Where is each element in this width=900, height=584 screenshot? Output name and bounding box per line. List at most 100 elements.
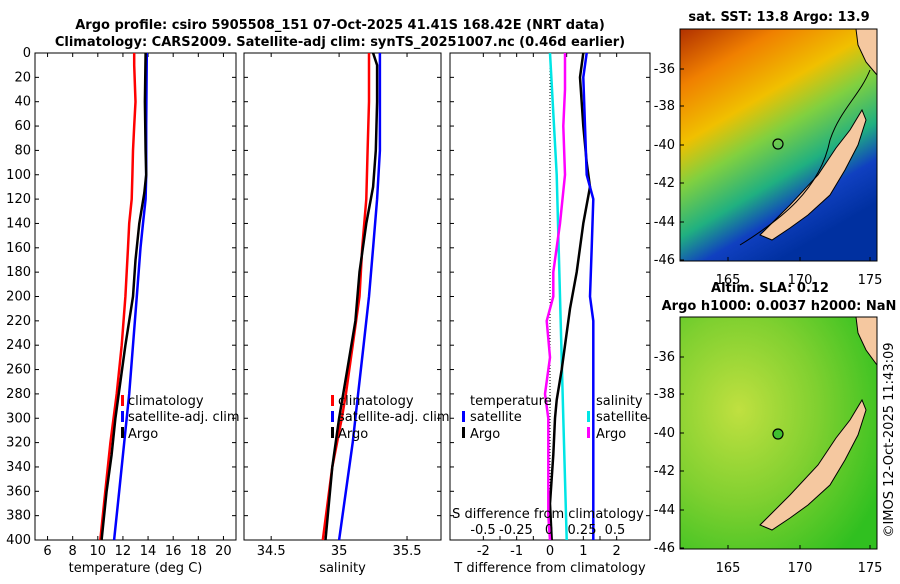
sla-map bbox=[680, 316, 878, 549]
figure-title-line1: Argo profile: csiro 5905508_151 07-Oct-2… bbox=[75, 18, 605, 33]
x-tick-label: 1 bbox=[579, 544, 587, 559]
s-diff-tick-label: 0.5 bbox=[605, 523, 626, 538]
x-tick-label: 35.5 bbox=[393, 544, 422, 559]
temperature-panel: 0 20 40 60 80 100 120 140 160 180 200 220 240 260 280 3… bbox=[6, 46, 237, 576]
legend-label-argo: Argo bbox=[338, 427, 368, 442]
y-tick-label: 20 bbox=[14, 70, 31, 85]
difference-legend: temperature satellite Argo salinity sate… bbox=[462, 394, 648, 442]
x-tick-label: 35 bbox=[331, 544, 348, 559]
plot-frame bbox=[243, 52, 442, 541]
s-difference-axis-label: S difference from climatology bbox=[452, 507, 644, 522]
sla-map-title-line1: Altim. SLA: 0.12 bbox=[711, 281, 829, 296]
x-tick-label: 14 bbox=[140, 544, 157, 559]
x-axis-label: salinity bbox=[319, 561, 366, 576]
y-tick-label: 280 bbox=[6, 387, 31, 402]
legend-label-argo: Argo bbox=[128, 427, 158, 442]
lon-tick-label: 165 bbox=[716, 273, 741, 288]
legend-swatch-argo bbox=[331, 427, 334, 438]
legend-label-climatology: climatology bbox=[338, 394, 414, 409]
y-tick-label: 240 bbox=[6, 338, 31, 353]
lat-tick-label: -42 bbox=[654, 176, 675, 191]
lon-tick-label: 165 bbox=[716, 561, 741, 576]
sst-map-title: sat. SST: 13.8 Argo: 13.9 bbox=[688, 10, 869, 25]
x-tick-label: 6 bbox=[43, 544, 51, 559]
sst-map bbox=[680, 28, 878, 261]
x-tick-label: 34.5 bbox=[257, 544, 286, 559]
series-line-climatology bbox=[99, 53, 137, 541]
lat-tick-label: -40 bbox=[654, 426, 675, 441]
lat-tick-label: -38 bbox=[654, 99, 675, 114]
lon-tick-label: 175 bbox=[858, 561, 883, 576]
lat-tick-label: -40 bbox=[654, 138, 675, 153]
x-tick-label: 2 bbox=[613, 544, 621, 559]
figure-title-line2: Climatology: CARS2009. Satellite-adj cli… bbox=[55, 35, 625, 50]
lat-tick-label: -38 bbox=[654, 387, 675, 402]
difference-panel: -2 -1 0 1 2 T difference from climatology bbox=[449, 52, 651, 576]
legend-swatch-argo bbox=[121, 427, 124, 438]
y-tick-label: 320 bbox=[6, 436, 31, 451]
legend-label-satellite: satellite-adj. clim bbox=[338, 410, 450, 425]
y-tick-label: 180 bbox=[6, 265, 31, 280]
x-tick-label: 0 bbox=[546, 544, 554, 559]
s-diff-tick-label: 0 bbox=[545, 523, 553, 538]
s-diff-tick-label: -0.25 bbox=[499, 523, 533, 538]
series-line-s-satellite bbox=[582, 52, 595, 540]
legend-swatch-climatology bbox=[331, 395, 334, 406]
x-tick-label: -1 bbox=[510, 544, 523, 559]
y-tick-label: 200 bbox=[6, 290, 31, 305]
sla-argo-marker bbox=[772, 428, 784, 440]
x-tick-label: 18 bbox=[190, 544, 207, 559]
sla-map-title-line2: Argo h1000: 0.0037 h2000: NaN bbox=[662, 299, 897, 314]
y-tick-label: 0 bbox=[23, 46, 31, 61]
sst-land-nz bbox=[759, 108, 867, 241]
x-tick-label: 10 bbox=[90, 544, 107, 559]
series-line-s-argo bbox=[543, 53, 567, 541]
x-axis-label: T difference from climatology bbox=[453, 561, 646, 576]
legend-swatch-t-argo bbox=[462, 427, 465, 438]
sla-axis: -36 -38 -40 -42 -44 -46 165 170 175 bbox=[654, 316, 883, 576]
sst-axis: -36 -38 -40 -42 -44 -46 165 170 175 bbox=[654, 28, 882, 288]
lat-tick-label: -36 bbox=[654, 350, 675, 365]
legend-label-climatology: climatology bbox=[128, 394, 204, 409]
legend-label-s-argo: Argo bbox=[596, 427, 626, 442]
series-line-t-argo bbox=[548, 52, 592, 541]
legend-label-s-satellite: satellite bbox=[596, 410, 648, 425]
x-tick-label: 8 bbox=[69, 544, 77, 559]
y-tick-label: 340 bbox=[6, 460, 31, 475]
sst-contour bbox=[739, 69, 871, 246]
y-tick-label: 400 bbox=[6, 533, 31, 548]
y-tick-label: 120 bbox=[6, 192, 31, 207]
legend-label-t-satellite: satellite bbox=[470, 410, 522, 425]
imos-watermark: ©IMOS 12-Oct-2025 11:43:09 bbox=[882, 342, 897, 537]
legend-title-temperature: temperature bbox=[470, 394, 552, 409]
sla-land-nz bbox=[759, 398, 867, 531]
y-tick-label: 60 bbox=[14, 119, 31, 134]
salinity-panel: 34.5 35 35.5 salinity bbox=[243, 52, 442, 576]
plot-frame bbox=[34, 52, 237, 541]
x-tick-label: 16 bbox=[165, 544, 182, 559]
series-line-climatology bbox=[321, 53, 371, 541]
y-tick-label: 160 bbox=[6, 241, 31, 256]
x-axis-label: temperature (deg C) bbox=[69, 561, 203, 576]
legend-label-t-argo: Argo bbox=[470, 427, 500, 442]
map-frame bbox=[679, 316, 878, 550]
x-tick-label: 12 bbox=[115, 544, 132, 559]
salinity-legend: climatology satellite-adj. clim Argo bbox=[331, 394, 450, 442]
x-tick-label: -2 bbox=[477, 544, 490, 559]
lat-tick-label: -46 bbox=[654, 541, 675, 556]
legend-swatch-s-satellite bbox=[587, 411, 590, 422]
s-difference-ticks: -0.5 -0.25 0 0.25 0.5 bbox=[470, 523, 625, 538]
legend-swatch-climatology bbox=[121, 395, 124, 406]
lat-tick-label: -36 bbox=[654, 62, 675, 77]
lon-tick-label: 170 bbox=[788, 561, 813, 576]
legend-swatch-t-satellite bbox=[462, 411, 465, 422]
series-line-satellite-adj-clim bbox=[337, 53, 382, 541]
lat-tick-label: -44 bbox=[654, 503, 675, 518]
lat-tick-label: -42 bbox=[654, 464, 675, 479]
series-line-argo bbox=[324, 52, 379, 541]
s-diff-tick-label: 0.25 bbox=[568, 523, 597, 538]
temperature-legend: climatology satellite-adj. clim Argo bbox=[121, 394, 240, 442]
legend-swatch-s-argo bbox=[587, 427, 590, 438]
y-tick-label: 40 bbox=[14, 95, 31, 110]
